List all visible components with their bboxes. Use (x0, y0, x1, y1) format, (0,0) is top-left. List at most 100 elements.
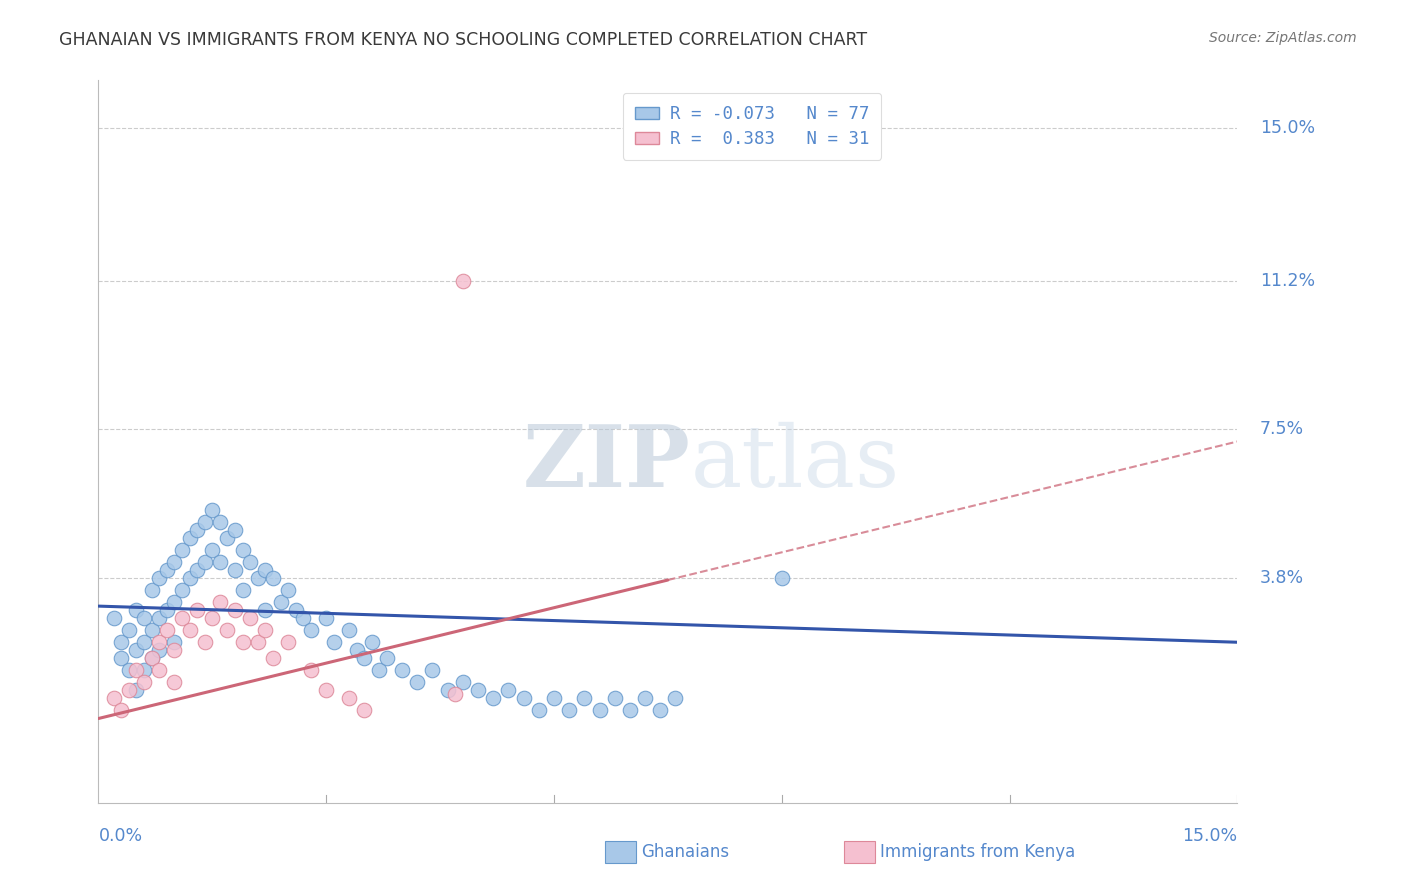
Point (619, 703, 641, 717)
Point (634, 691, 657, 706)
Point (224, 603, 246, 617)
Point (650, 703, 672, 717)
Point (132, 675, 155, 690)
Point (163, 555, 186, 569)
Point (262, 571, 284, 585)
Point (118, 664, 141, 678)
Point (299, 623, 322, 637)
Point (163, 675, 186, 690)
Point (186, 563, 208, 577)
Text: 15.0%: 15.0% (1260, 120, 1315, 137)
Point (103, 691, 125, 706)
Point (141, 651, 163, 665)
Point (391, 664, 413, 678)
Point (337, 623, 360, 637)
Point (346, 643, 368, 657)
Point (360, 635, 382, 649)
Text: GHANAIAN VS IMMIGRANTS FROM KENYA NO SCHOOLING COMPLETED CORRELATION CHART: GHANAIAN VS IMMIGRANTS FROM KENYA NO SCH… (59, 31, 868, 49)
Point (163, 635, 186, 649)
Point (451, 675, 474, 690)
Point (194, 555, 217, 569)
Point (132, 664, 155, 678)
Point (436, 683, 458, 698)
Point (482, 691, 505, 706)
Point (163, 643, 186, 657)
Point (148, 635, 170, 649)
Point (217, 623, 239, 637)
Point (315, 683, 337, 698)
Point (603, 691, 626, 706)
Point (451, 274, 474, 288)
Point (201, 542, 224, 557)
Point (368, 664, 391, 678)
Point (141, 623, 163, 637)
Point (170, 611, 193, 625)
Text: 0.0%: 0.0% (98, 827, 142, 845)
Text: atlas: atlas (690, 422, 900, 505)
Point (232, 542, 254, 557)
Point (664, 691, 686, 706)
Point (262, 651, 284, 665)
Point (315, 611, 337, 625)
Point (337, 691, 360, 706)
Point (201, 502, 224, 516)
Legend: R = -0.073   N = 77, R =  0.383   N = 31: R = -0.073 N = 77, R = 0.383 N = 31 (623, 93, 882, 160)
Point (141, 583, 163, 598)
Point (558, 703, 581, 717)
Point (444, 687, 467, 701)
Text: 3.8%: 3.8% (1260, 569, 1305, 587)
Point (110, 651, 132, 665)
Text: 7.5%: 7.5% (1260, 420, 1305, 439)
Point (179, 571, 201, 585)
Point (110, 635, 132, 649)
Point (186, 523, 208, 537)
Point (132, 635, 155, 649)
Point (353, 703, 375, 717)
Point (498, 683, 520, 698)
Text: Source: ZipAtlas.com: Source: ZipAtlas.com (1209, 31, 1357, 45)
Point (170, 583, 193, 598)
Point (277, 583, 299, 598)
Text: Ghanaians: Ghanaians (641, 843, 730, 861)
Point (353, 651, 375, 665)
Point (224, 563, 246, 577)
Point (163, 595, 186, 609)
Point (208, 555, 231, 569)
Point (246, 571, 269, 585)
Point (148, 643, 170, 657)
Point (277, 635, 299, 649)
Point (217, 531, 239, 545)
Point (770, 571, 793, 585)
Point (148, 571, 170, 585)
Point (543, 691, 565, 706)
Point (156, 563, 179, 577)
Point (141, 651, 163, 665)
Point (201, 611, 224, 625)
Point (118, 623, 141, 637)
Point (179, 531, 201, 545)
Point (375, 651, 398, 665)
Point (103, 611, 125, 625)
Point (156, 603, 179, 617)
Point (208, 595, 231, 609)
Point (232, 583, 254, 598)
Point (322, 635, 344, 649)
Point (110, 703, 132, 717)
Point (527, 703, 550, 717)
Point (246, 635, 269, 649)
Point (148, 664, 170, 678)
Point (588, 703, 610, 717)
Point (125, 683, 148, 698)
Point (194, 515, 217, 529)
Point (574, 691, 596, 706)
Point (270, 595, 292, 609)
Point (422, 664, 444, 678)
Point (148, 611, 170, 625)
Point (232, 635, 254, 649)
Point (406, 675, 429, 690)
Text: 11.2%: 11.2% (1260, 272, 1315, 290)
Point (125, 664, 148, 678)
Point (194, 635, 217, 649)
Point (179, 623, 201, 637)
Point (254, 623, 277, 637)
